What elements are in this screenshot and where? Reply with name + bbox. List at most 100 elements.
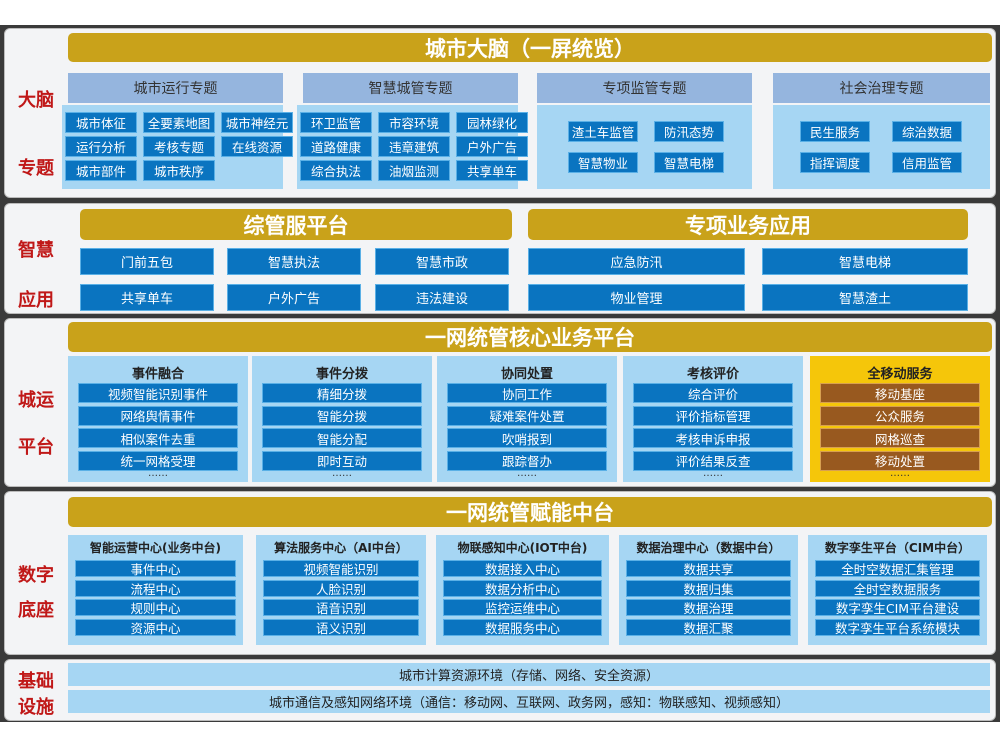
topic-item[interactable]: 民生服务 — [800, 121, 870, 142]
section-label: 平台 — [18, 437, 54, 458]
topic-item[interactable]: 市容环境 — [378, 112, 450, 133]
platform-item[interactable]: 监控运维中心 — [443, 599, 602, 616]
topic-item[interactable]: 环卫监管 — [300, 112, 372, 133]
topic-item[interactable]: 户外广告 — [456, 136, 528, 157]
app-item[interactable]: 门前五包 — [80, 248, 214, 275]
module-item[interactable]: 跟踪督办 — [447, 450, 607, 471]
topic-item[interactable]: 运行分析 — [65, 136, 137, 157]
middle-platform-column: 数据治理中心（数据中台） 数据共享 数据归集 数据治理 数据汇聚 — [619, 535, 798, 645]
topic-item[interactable]: 道路健康 — [300, 136, 372, 157]
group-header: 专项监管专题 — [537, 73, 752, 103]
module-column: 全移动服务 移动基座 公众服务 网格巡查 移动处置…… — [810, 356, 990, 482]
app-item[interactable]: 智慧市政 — [375, 248, 509, 275]
platform-item[interactable]: 数据共享 — [626, 560, 791, 577]
app-item[interactable]: 户外广告 — [227, 284, 361, 311]
section-label: 设施 — [18, 697, 54, 718]
section-title: 一网统管核心业务平台 — [68, 322, 992, 352]
module-item[interactable]: 精细分拨 — [262, 383, 422, 403]
platform-item[interactable]: 数据接入中心 — [443, 560, 602, 577]
app-item[interactable]: 应急防汛 — [528, 248, 745, 275]
section-label: 基础 — [18, 671, 54, 692]
module-item[interactable]: 考核申诉申报 — [633, 428, 793, 448]
platform-item[interactable]: 全时空数据服务 — [815, 579, 980, 597]
module-item[interactable]: 统一网格受理 — [78, 450, 238, 471]
module-column: 事件分拨 精细分拨 智能分拨 智能分配 即时互动…… — [252, 356, 432, 482]
topic-item[interactable]: 信用监管 — [892, 152, 962, 173]
module-item[interactable]: 智能分拨 — [262, 405, 422, 426]
module-item[interactable]: 网络舆情事件 — [78, 405, 238, 426]
topic-item[interactable]: 智慧物业 — [568, 152, 638, 173]
module-item[interactable]: 评价指标管理 — [633, 405, 793, 426]
app-item[interactable]: 违法建设 — [375, 284, 509, 311]
middle-platform-column: 智能运营中心(业务中台) 事件中心 流程中心 规则中心 资源中心 — [68, 535, 243, 645]
column-header: 全移动服务 — [867, 367, 933, 382]
platform-item[interactable]: 数据治理 — [626, 599, 791, 616]
topic-item[interactable]: 违章建筑 — [378, 136, 450, 157]
section-label: 智慧 — [18, 240, 54, 261]
app-item[interactable]: 智慧执法 — [227, 248, 361, 275]
module-item[interactable]: 网格巡查 — [820, 428, 980, 448]
platform-item[interactable]: 数字孪生CIM平台建设 — [815, 599, 980, 616]
platform-item[interactable]: 全时空数据汇集管理 — [815, 560, 980, 577]
section-title: 城市大脑（一屏统览） — [68, 33, 992, 62]
module-item[interactable]: 智能分配 — [262, 428, 422, 448]
topic-item[interactable]: 在线资源 — [221, 136, 293, 157]
section-label: 大脑 — [18, 90, 54, 111]
topic-item[interactable]: 智慧电梯 — [654, 152, 724, 173]
topic-item[interactable]: 考核专题 — [143, 136, 215, 157]
module-item[interactable]: 吹哨报到 — [447, 428, 607, 448]
topic-item[interactable]: 共享单车 — [456, 160, 528, 181]
platform-item[interactable]: 人脸识别 — [263, 579, 419, 597]
topic-item[interactable]: 防汛态势 — [654, 121, 724, 142]
module-item[interactable]: 移动处置 — [820, 450, 980, 471]
section-label: 底座 — [18, 600, 54, 621]
platform-item[interactable]: 语义识别 — [263, 618, 419, 636]
topic-item[interactable]: 指挥调度 — [800, 152, 870, 173]
app-item[interactable]: 共享单车 — [80, 284, 214, 311]
platform-item[interactable]: 数字孪生平台系统模块 — [815, 618, 980, 636]
group-header: 城市运行专题 — [68, 73, 283, 103]
topic-item[interactable]: 城市秩序 — [143, 160, 215, 181]
module-item[interactable]: 疑难案件处置 — [447, 405, 607, 426]
module-item[interactable]: 公众服务 — [820, 405, 980, 426]
app-item[interactable]: 智慧渣土 — [762, 284, 968, 311]
platform-item[interactable]: 视频智能识别 — [263, 560, 419, 577]
topic-item[interactable]: 综治数据 — [892, 121, 962, 142]
topic-item[interactable]: 综合执法 — [300, 160, 372, 181]
module-item[interactable]: 视频智能识别事件 — [78, 383, 238, 403]
topic-item[interactable]: 城市体征 — [65, 112, 137, 133]
topic-item[interactable]: 渣土车监管 — [568, 121, 638, 142]
app-item[interactable]: 物业管理 — [528, 284, 745, 311]
module-item[interactable]: 协同工作 — [447, 383, 607, 403]
column-header: 协同处置 — [500, 367, 553, 382]
infrastructure-bar: 城市通信及感知网络环境（通信：移动网、互联网、政务网，感知：物联感知、视频感知） — [68, 690, 990, 713]
platform-item[interactable]: 规则中心 — [75, 599, 236, 616]
group-header: 社会治理专题 — [773, 73, 990, 103]
module-item[interactable]: 综合评价 — [633, 383, 793, 403]
column-header: 数字孪生平台（CIM中台） — [824, 541, 971, 555]
platform-item[interactable]: 数据分析中心 — [443, 579, 602, 597]
topic-item[interactable]: 城市神经元 — [221, 112, 293, 133]
platform-item[interactable]: 数据服务中心 — [443, 618, 602, 636]
platform-item[interactable]: 资源中心 — [75, 618, 236, 636]
platform-item[interactable]: 数据汇聚 — [626, 618, 791, 636]
module-column: 考核评价 综合评价 评价指标管理 考核申诉申报 评价结果反查…… — [623, 356, 803, 482]
platform-item[interactable]: 数据归集 — [626, 579, 791, 597]
module-item[interactable]: 移动基座 — [820, 383, 980, 403]
platform-item[interactable]: 语音识别 — [263, 599, 419, 616]
topic-item[interactable]: 油烟监测 — [378, 160, 450, 181]
section-title: 综管服平台 — [80, 209, 512, 240]
topic-item[interactable]: 全要素地图 — [143, 112, 215, 133]
topic-item[interactable]: 园林绿化 — [456, 112, 528, 133]
topic-item[interactable]: 城市部件 — [65, 160, 137, 181]
more-indicator: …… — [148, 468, 168, 479]
section-title: 专项业务应用 — [528, 209, 968, 240]
module-item[interactable]: 评价结果反查 — [633, 450, 793, 471]
platform-item[interactable]: 流程中心 — [75, 579, 236, 597]
section-label: 城运 — [18, 390, 54, 411]
more-indicator: …… — [517, 468, 537, 479]
platform-item[interactable]: 事件中心 — [75, 560, 236, 577]
module-item[interactable]: 相似案件去重 — [78, 428, 238, 448]
module-item[interactable]: 即时互动 — [262, 450, 422, 471]
app-item[interactable]: 智慧电梯 — [762, 248, 968, 275]
